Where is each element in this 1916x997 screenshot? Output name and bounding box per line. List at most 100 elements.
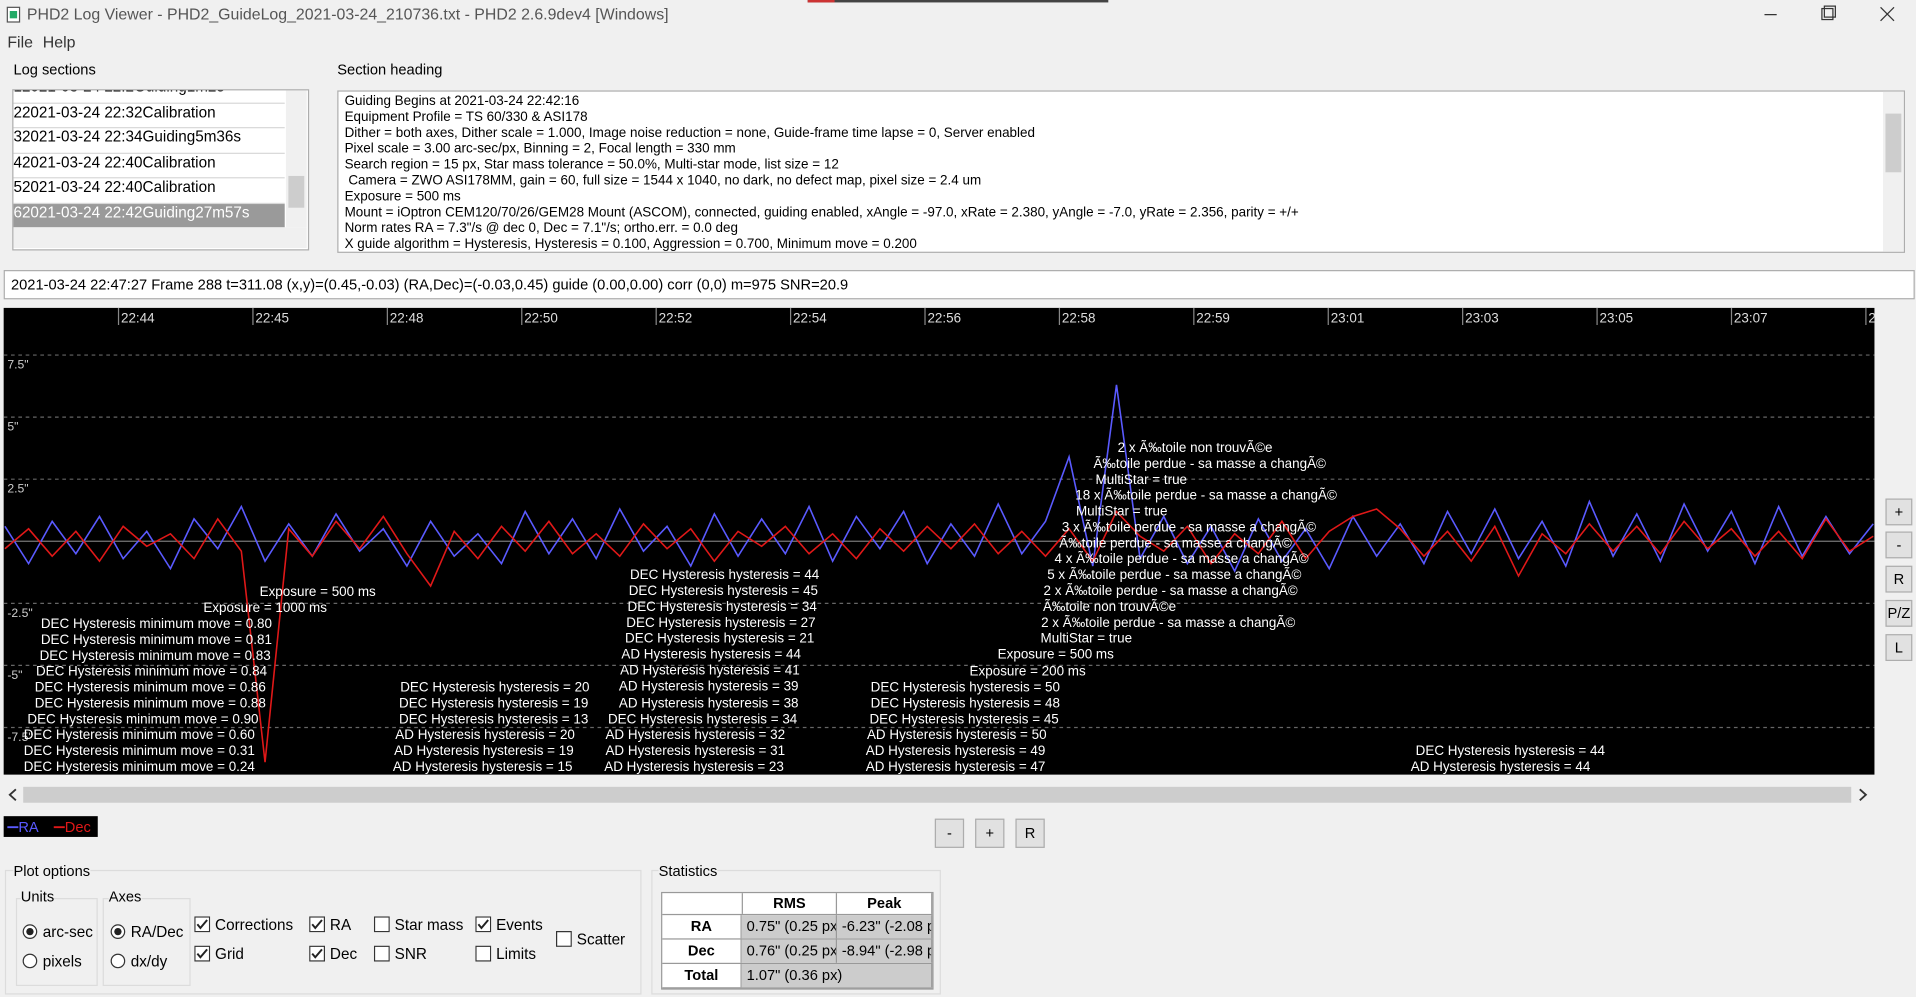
stats-cell: 1.07" (0.36 px): [741, 964, 933, 988]
event-annotation: MultiStar = true: [1096, 472, 1187, 487]
checkbox-option[interactable]: Scatter: [555, 931, 625, 948]
checkbox-icon[interactable]: [475, 916, 492, 933]
zoom-button[interactable]: R: [1015, 818, 1045, 848]
h-scrollbar[interactable]: [13, 227, 307, 249]
log-cell: 27m57s: [195, 203, 250, 221]
checkbox-icon[interactable]: [309, 945, 326, 962]
log-sections-list[interactable]: 12021-03-24 22:2Guiding1m2522021-03-24 2…: [12, 89, 310, 251]
log-cell: 2021-03-24 22:2: [22, 90, 134, 95]
y-tick-label: 2.5": [7, 482, 28, 496]
radio-icon[interactable]: [22, 953, 38, 969]
log-cell: 1m25: [187, 90, 225, 95]
side-button[interactable]: P/Z: [1885, 599, 1913, 627]
status-field: 2021-03-24 22:47:27 Frame 288 t=311.08 (…: [3, 270, 1915, 300]
event-annotation: 4 x Ã‰toile perdue - sa masse a changÃ©: [1055, 551, 1309, 566]
checkbox-option[interactable]: SNR: [373, 945, 427, 963]
event-annotation: DEC Hysteresis hysteresis = 19: [399, 695, 588, 710]
log-row[interactable]: 32021-03-24 22:34Guiding5m36s: [13, 128, 285, 154]
log-row[interactable]: 42021-03-24 22:40Calibration: [13, 153, 285, 179]
checkbox-icon[interactable]: [194, 945, 211, 962]
checkbox-option[interactable]: Corrections: [194, 916, 293, 933]
statistics-group: [651, 869, 941, 995]
radio-option[interactable]: arc-sec: [22, 924, 93, 941]
radio-option[interactable]: RA/Dec: [110, 924, 183, 941]
side-button[interactable]: -: [1885, 531, 1913, 559]
checkbox-label: Dec: [329, 945, 358, 963]
log-row[interactable]: 22021-03-24 22:32Calibration: [13, 103, 285, 129]
v-scrollbar[interactable]: [1883, 91, 1904, 252]
zoom-button[interactable]: +: [975, 818, 1005, 848]
heading-line: Search region = 15 px, Star mass toleran…: [344, 157, 839, 173]
checkbox-label: Star mass: [394, 916, 464, 934]
checkbox-option[interactable]: Limits: [475, 945, 536, 963]
y-tick-label: 7.5": [7, 358, 28, 372]
checkbox-option[interactable]: Events: [475, 916, 543, 934]
checkbox-icon[interactable]: [309, 916, 326, 933]
radio-icon[interactable]: [110, 924, 126, 940]
checkbox-icon[interactable]: [373, 945, 390, 962]
radio-label: dx/dy: [130, 953, 168, 971]
menu-file[interactable]: File: [7, 32, 33, 52]
radio-icon[interactable]: [110, 953, 126, 969]
axes-group: [102, 898, 191, 987]
event-annotation: AD Hysteresis hysteresis = 32: [605, 727, 785, 742]
checkbox-icon[interactable]: [555, 931, 572, 947]
stats-row-label: RA: [662, 915, 742, 939]
side-button[interactable]: +: [1885, 498, 1913, 526]
checkbox-option[interactable]: Grid: [194, 945, 244, 963]
radio-icon[interactable]: [22, 924, 38, 940]
event-annotation: AD Hysteresis hysteresis = 47: [866, 759, 1046, 774]
event-annotation: 3 x Ã‰toile perdue - sa masse a changÃ©: [1062, 519, 1316, 534]
checkbox-option[interactable]: Dec: [309, 945, 358, 963]
heading-line: X guide algorithm = Hysteresis, Hysteres…: [344, 237, 917, 252]
side-button[interactable]: L: [1885, 634, 1913, 661]
side-button[interactable]: R: [1885, 565, 1913, 593]
event-annotation: DEC Hysteresis minimum move = 0.90: [27, 711, 258, 726]
legend-label: Dec: [65, 820, 91, 836]
event-annotation: DEC Hysteresis hysteresis = 44: [1416, 743, 1606, 758]
v-scrollbar[interactable]: [285, 90, 307, 228]
event-annotation: DEC Hysteresis hysteresis = 45: [869, 711, 1058, 726]
group-label: Plot options: [13, 862, 91, 880]
event-annotation: DEC Hysteresis hysteresis = 21: [625, 631, 814, 646]
checkbox-icon[interactable]: [194, 916, 211, 933]
menu-help[interactable]: Help: [42, 32, 76, 52]
plot-options-group: [4, 869, 642, 995]
zoom-button[interactable]: -: [934, 818, 965, 848]
x-tick-label: 22:56: [927, 311, 961, 326]
event-annotation: AD Hysteresis hysteresis = 20: [395, 727, 575, 742]
stats-column-header: RMS: [743, 893, 838, 914]
radio-option[interactable]: dx/dy: [110, 953, 167, 970]
log-row[interactable]: 12021-03-24 22:2Guiding1m25: [13, 90, 285, 104]
log-row[interactable]: 62021-03-24 22:42Guiding27m57s: [13, 203, 285, 229]
checkbox-icon[interactable]: [373, 916, 390, 933]
radio-option[interactable]: pixels: [22, 953, 82, 970]
log-cell: 1: [13, 90, 21, 95]
event-annotation: AD Hysteresis hysteresis = 44: [1411, 759, 1591, 774]
event-annotation: Exposure = 1000 ms: [203, 600, 327, 615]
app-icon: [6, 6, 21, 23]
checkbox-icon[interactable]: [475, 945, 492, 962]
log-row[interactable]: 52021-03-24 22:40Calibration: [13, 178, 285, 204]
group-label: Statistics: [658, 862, 718, 880]
event-annotation: AD Hysteresis hysteresis = 23: [604, 759, 784, 774]
group-label: Section heading: [337, 61, 443, 79]
event-annotation: 2 x Ã‰toile perdue - sa masse a changÃ©: [1044, 583, 1298, 598]
checkbox-label: Events: [496, 916, 543, 934]
stats-column-header: Peak: [837, 893, 933, 914]
log-cell: Guiding: [142, 128, 196, 146]
units-group: [15, 898, 98, 987]
event-annotation: DEC Hysteresis minimum move = 0.88: [35, 695, 266, 710]
window-controls[interactable]: [1747, 0, 1916, 29]
checkbox-option[interactable]: Star mass: [373, 916, 464, 934]
event-annotation: DEC Hysteresis minimum move = 0.60: [24, 727, 255, 742]
y-tick-label: -5": [7, 668, 22, 682]
checkbox-option[interactable]: RA: [309, 916, 351, 933]
x-tick-label: 22:50: [524, 311, 558, 326]
guide-graph[interactable]: 22:44 22:45 22:48 22:50 22:52 22:54 22:56 22:58…: [3, 307, 1875, 775]
event-annotation: DEC Hysteresis hysteresis = 50: [871, 680, 1060, 695]
event-annotation: DEC Hysteresis hysteresis = 45: [629, 583, 818, 598]
graph-h-scrollbar[interactable]: [4, 783, 1874, 806]
title-accent: [807, 0, 1109, 3]
